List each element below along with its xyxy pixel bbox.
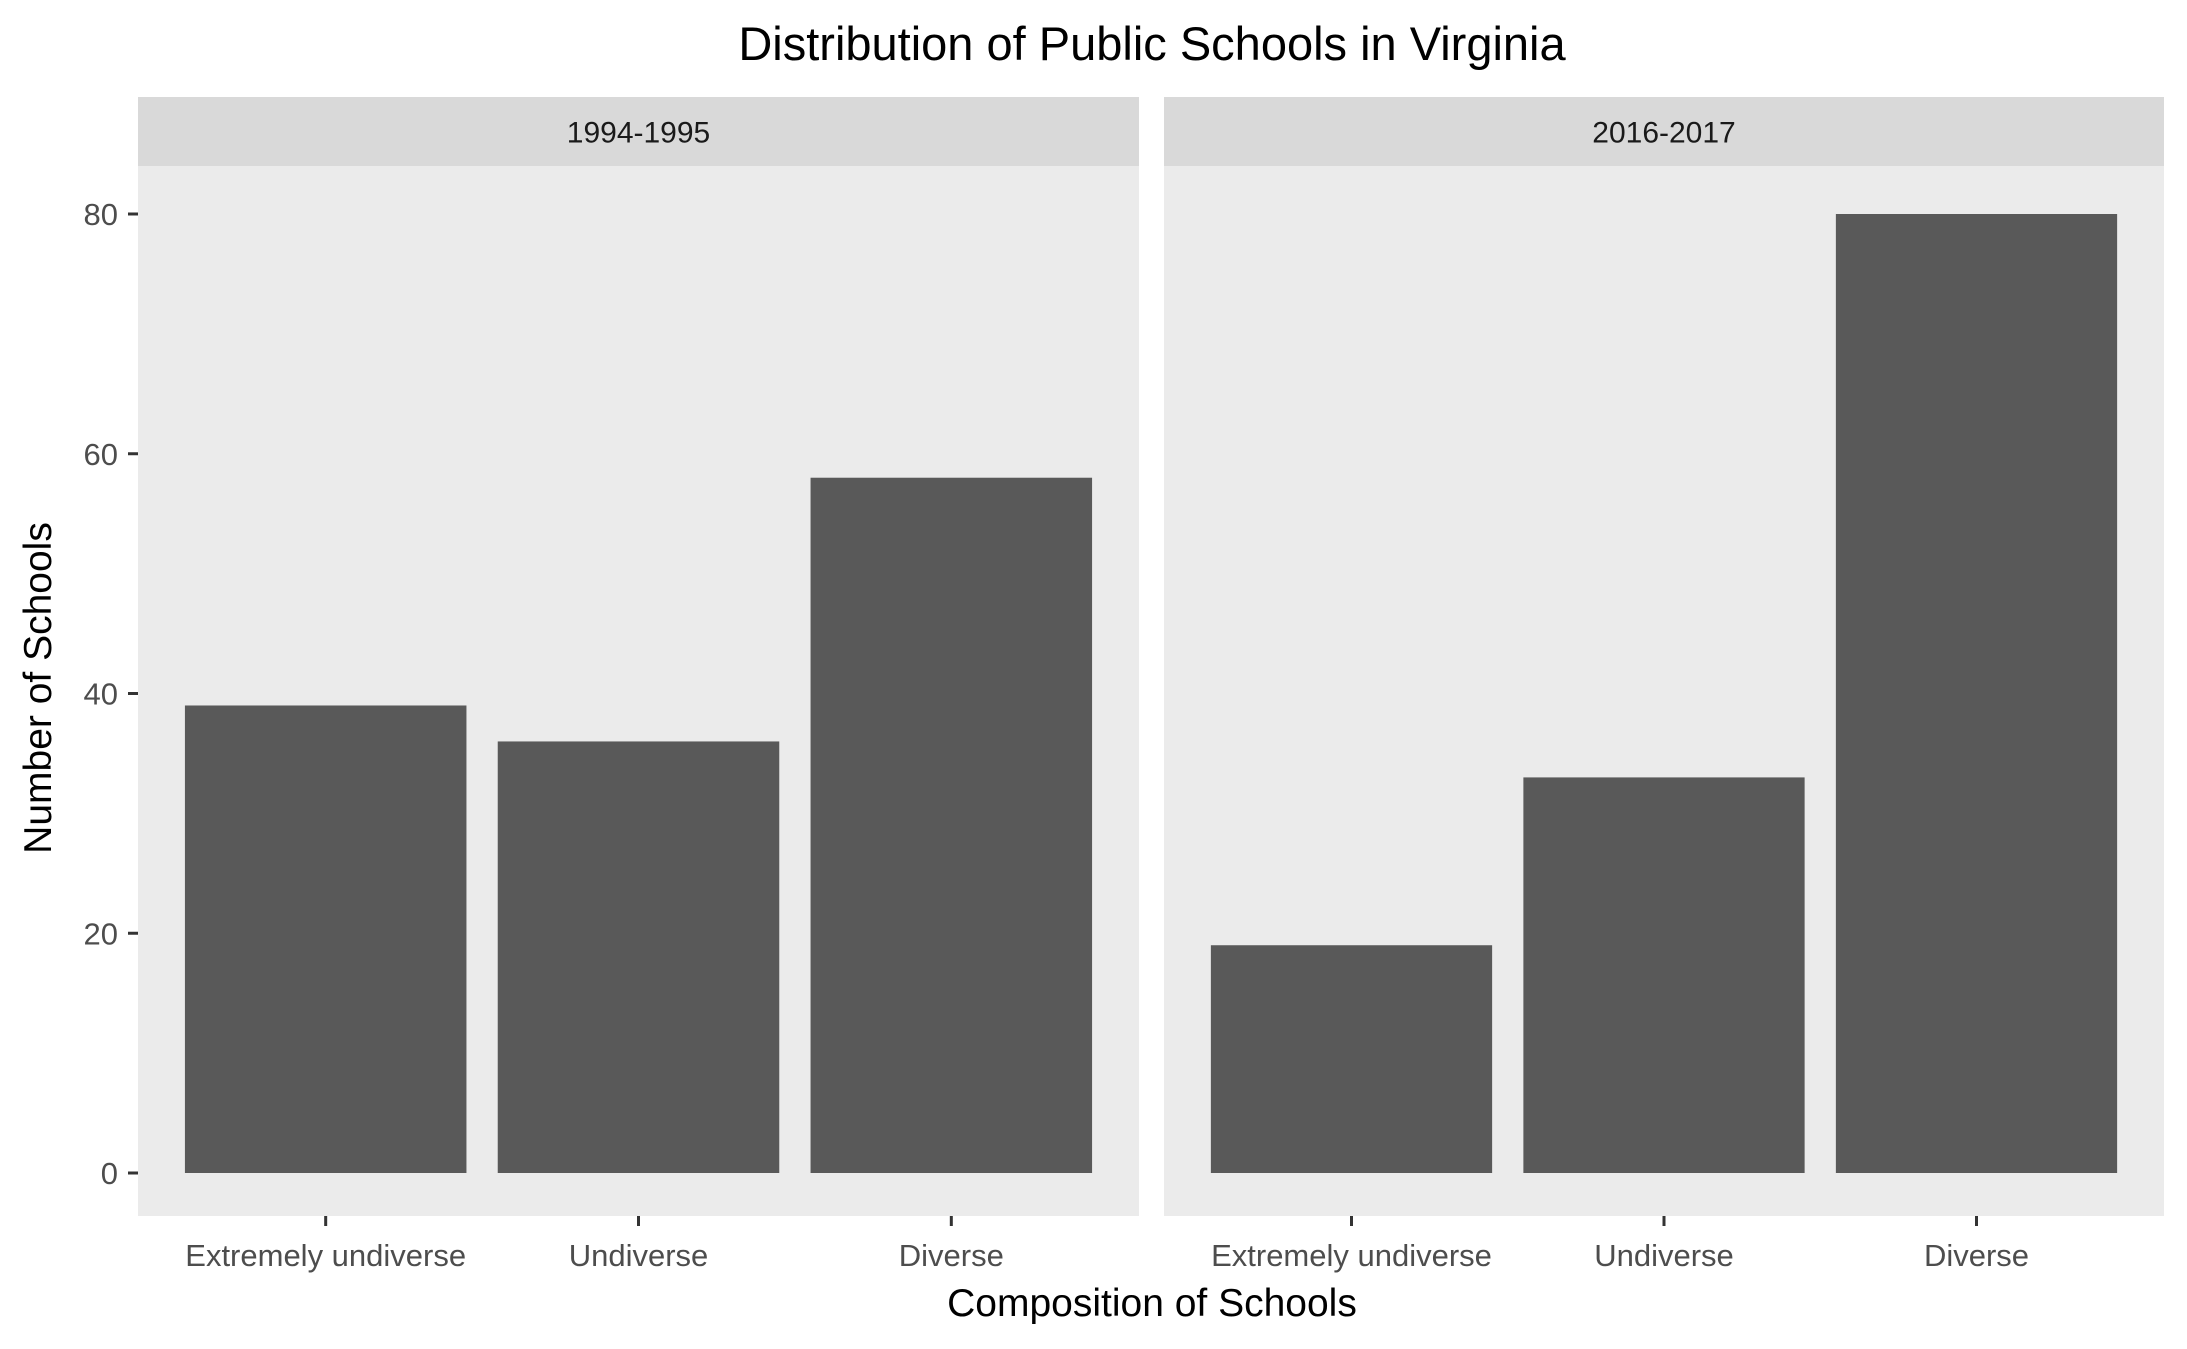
y-tick-label: 80	[84, 197, 118, 232]
x-axis-title: Composition of Schools	[947, 1282, 1357, 1325]
facet-strip-label: 2016-2017	[1592, 117, 1735, 150]
x-tick-label: Extremely undiverse	[1211, 1238, 1492, 1273]
facet-strip	[138, 97, 1139, 166]
x-tick-label: Diverse	[1924, 1238, 2029, 1273]
bar-1-2	[497, 741, 780, 1173]
facet-strip-label: 1994-1995	[567, 117, 710, 150]
bar-1-3	[810, 477, 1093, 1174]
chart-title: Distribution of Public Schools in Virgin…	[738, 17, 1566, 70]
x-tick-label: Diverse	[899, 1238, 1004, 1273]
x-tick-label: Undiverse	[569, 1238, 709, 1273]
y-axis-title: Number of Schools	[17, 522, 60, 854]
bar-2-2	[1523, 777, 1805, 1173]
facet-panel-1: 1994-1995 Extremely undiverse Undiverse Div…	[138, 97, 1139, 1273]
bar-2-3	[1835, 214, 2118, 1173]
y-tick-label: 40	[84, 677, 118, 712]
facet-panel-2: 2016-2017 Extremely undiverse Undiverse Div…	[1164, 97, 2164, 1273]
bar-1-1	[184, 705, 467, 1173]
x-tick-label: Undiverse	[1594, 1238, 1734, 1273]
x-tick-label: Extremely undiverse	[185, 1238, 466, 1273]
bar-2-1	[1210, 945, 1493, 1173]
facet-strip	[1164, 97, 2164, 166]
y-tick-label: 0	[101, 1156, 118, 1191]
y-tick-label: 20	[84, 916, 118, 951]
facets-layer: 1994-1995 Extremely undiverse Undiverse Div…	[138, 97, 2164, 1273]
y-tick-label: 60	[84, 437, 118, 472]
y-axis: 0 20 40 60 80	[84, 197, 138, 1191]
